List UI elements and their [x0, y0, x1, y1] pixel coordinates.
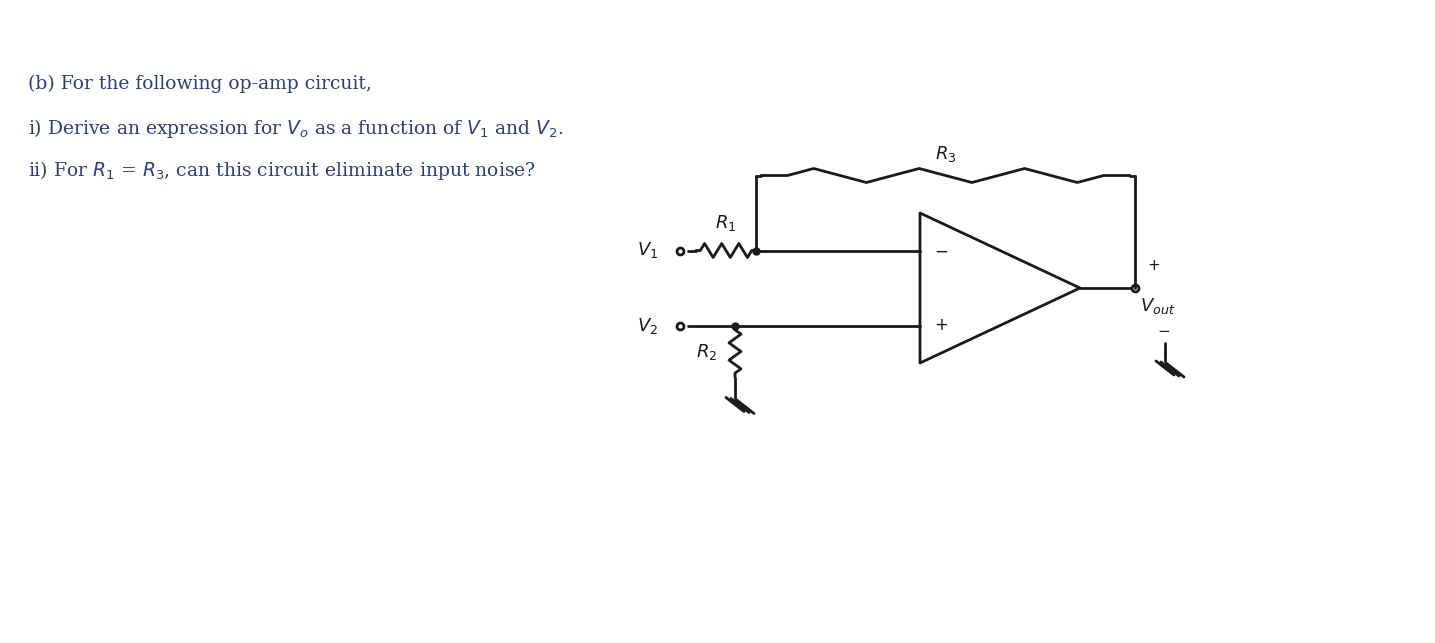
Text: $R_2$: $R_2$: [696, 341, 718, 361]
Text: $V_2$: $V_2$: [637, 316, 659, 336]
Text: $R_3$: $R_3$: [934, 143, 956, 163]
Text: $-$: $-$: [1157, 323, 1170, 338]
Text: $R_1$: $R_1$: [715, 212, 736, 233]
Text: ii) For $R_1$ = $R_3$, can this circuit eliminate input noise?: ii) For $R_1$ = $R_3$, can this circuit …: [29, 159, 535, 182]
Text: (b) For the following op-amp circuit,: (b) For the following op-amp circuit,: [29, 75, 372, 93]
Text: $-$: $-$: [934, 242, 949, 260]
Text: $V_1$: $V_1$: [637, 240, 659, 260]
Text: $+$: $+$: [1147, 258, 1159, 273]
Text: $+$: $+$: [934, 316, 949, 334]
Text: i) Derive an expression for $V_o$ as a function of $V_1$ and $V_2$.: i) Derive an expression for $V_o$ as a f…: [29, 117, 564, 140]
Text: $V_{out}$: $V_{out}$: [1139, 296, 1175, 316]
